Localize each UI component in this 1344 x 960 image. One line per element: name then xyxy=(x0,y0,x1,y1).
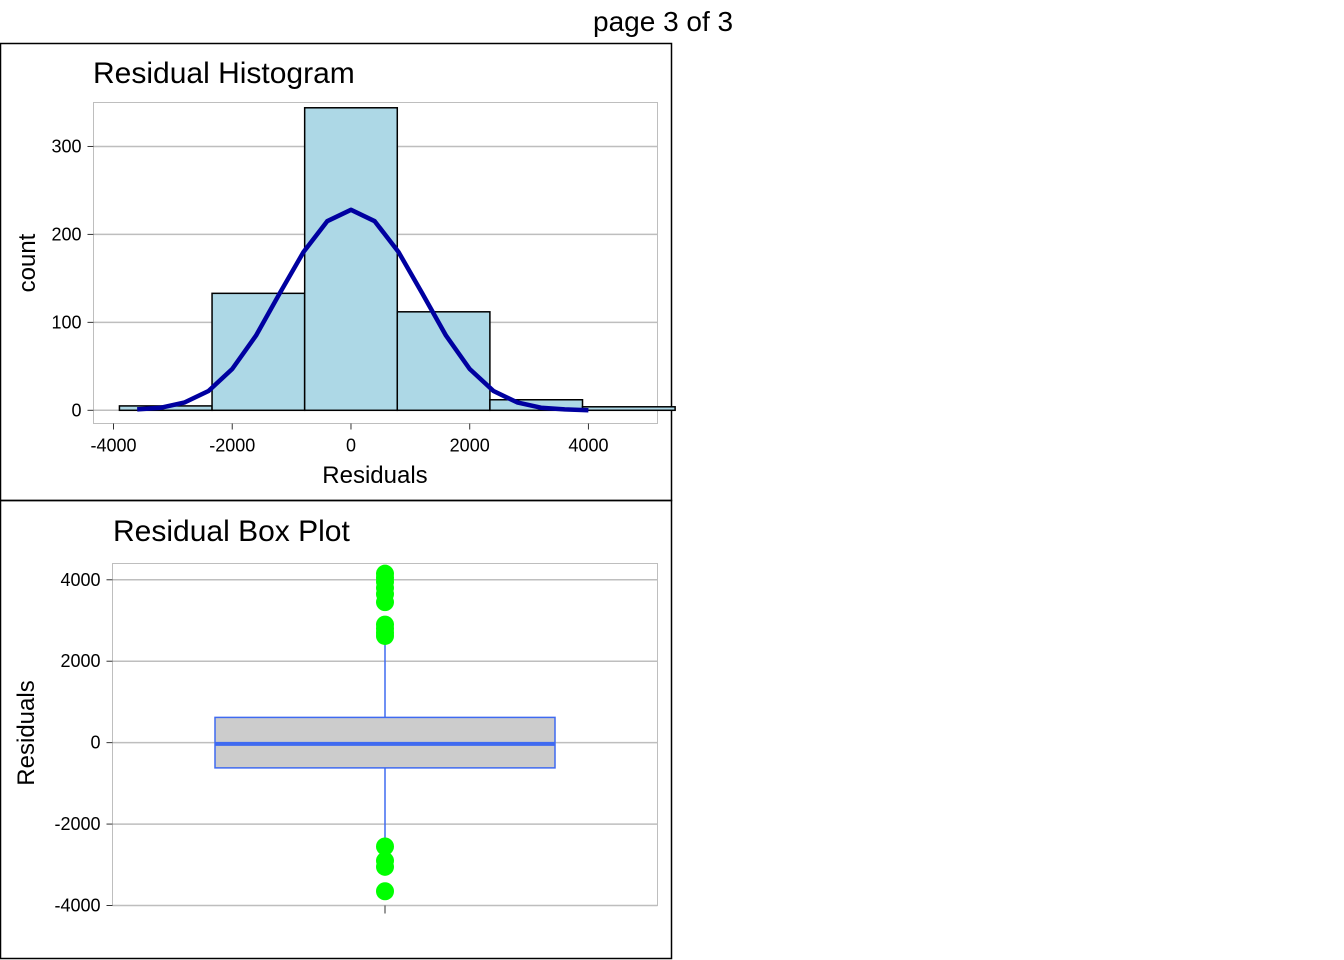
boxplot-chart: Residual Box Plot -4000 -2000 0 2000 4000 Re… xyxy=(13,515,658,916)
histogram-bar xyxy=(396,311,491,412)
boxplot-title: Residual Box Plot xyxy=(113,515,350,548)
histogram-x-axis-label: Residuals xyxy=(322,462,427,489)
outlier-point xyxy=(376,857,394,876)
histogram-bar xyxy=(581,406,676,412)
histogram-y-tick-label: 300 xyxy=(51,136,81,156)
boxplot-y-ticks: -4000 -2000 0 2000 4000 xyxy=(54,570,113,916)
histogram-x-ticks: -4000 -2000 0 2000 4000 xyxy=(90,423,608,456)
boxplot-y-axis-label: Residuals xyxy=(13,680,40,785)
histogram-x-tick-label: 0 xyxy=(346,436,356,456)
page-indicator: page 3 of 3 xyxy=(593,6,734,37)
boxplot-y-tick-label: 4000 xyxy=(60,570,100,590)
histogram-title: Residual Histogram xyxy=(93,57,355,90)
boxplot-panel-frame xyxy=(0,499,673,960)
outlier-point xyxy=(376,626,394,645)
boxplot-y-tick-label: -4000 xyxy=(54,896,100,916)
histogram-x-tick-label: 4000 xyxy=(568,436,608,456)
histogram-y-ticks: 0 100 200 300 xyxy=(51,136,94,420)
histogram-y-tick-label: 200 xyxy=(51,224,81,244)
histogram-x-tick-label: 2000 xyxy=(450,436,490,456)
histogram-x-tick-label: -4000 xyxy=(90,436,136,456)
outlier-point xyxy=(376,837,394,856)
histogram-x-tick-label: -2000 xyxy=(209,436,255,456)
boxplot-marks xyxy=(214,564,556,914)
boxplot-y-tick-label: -2000 xyxy=(54,814,100,834)
outlier-point xyxy=(376,882,394,901)
histogram-y-tick-label: 0 xyxy=(71,400,81,420)
boxplot-y-tick-label: 0 xyxy=(90,733,100,753)
density-curve xyxy=(137,207,589,413)
outlier-point xyxy=(376,593,394,612)
histogram-y-axis-label: count xyxy=(14,233,41,292)
histogram-y-tick-label: 100 xyxy=(51,312,81,332)
histogram-chart: Residual Histogram 0 100 200 300 -4000 -2000… xyxy=(14,57,676,489)
histogram-bar xyxy=(303,107,399,412)
boxplot-y-tick-label: 2000 xyxy=(60,651,100,671)
histogram-bar xyxy=(211,292,306,412)
